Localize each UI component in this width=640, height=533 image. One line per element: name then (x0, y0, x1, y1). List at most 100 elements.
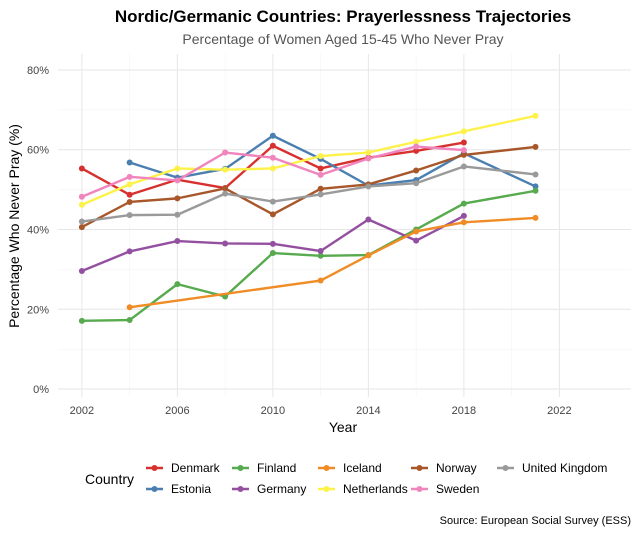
data-point-estonia (126, 159, 133, 166)
legend-key-point (151, 486, 158, 492)
data-point-finland (460, 200, 467, 207)
legend: Denmark Finland Iceland Norway United Kingdo… (146, 461, 607, 496)
data-point-iceland (413, 228, 420, 235)
data-point-united-kingdom (532, 171, 539, 178)
y-axis-ticks: 0% 20% 40% 60% 80% (27, 65, 49, 396)
data-point-netherlands (269, 165, 276, 172)
legend-label: Finland (257, 461, 296, 475)
data-point-sweden (460, 147, 467, 154)
data-point-finland (269, 250, 276, 257)
data-point-finland (174, 281, 181, 288)
data-point-united-kingdom (317, 191, 324, 198)
series-line-finland (81, 189, 536, 323)
data-point-denmark (317, 165, 324, 172)
data-point-norway (269, 211, 276, 218)
data-point-germany (413, 237, 420, 244)
series-netherlands (78, 112, 539, 208)
data-point-united-kingdom (126, 212, 133, 219)
series-line-iceland (129, 216, 536, 309)
data-point-sweden (269, 154, 276, 161)
legend-item-denmark: Denmark (146, 461, 221, 475)
series-line-netherlands (81, 114, 536, 206)
x-tick-label: 2010 (261, 405, 285, 417)
chart-title: Nordic/Germanic Countries: Prayerlessnes… (115, 7, 571, 26)
data-point-netherlands (126, 181, 133, 188)
data-point-norway (413, 167, 420, 174)
data-point-sweden (365, 155, 372, 162)
y-tick-label: 0% (33, 384, 49, 396)
legend-item-sweden: Sweden (411, 482, 479, 496)
legend-label: Germany (257, 482, 306, 496)
data-point-germany (126, 248, 133, 255)
data-point-denmark (126, 191, 133, 198)
series-united-kingdom (78, 163, 539, 225)
data-point-norway (222, 185, 229, 192)
legend-label: Sweden (436, 482, 479, 496)
data-point-germany (269, 240, 276, 247)
data-point-denmark (413, 147, 420, 154)
data-point-sweden (78, 193, 85, 200)
data-point-netherlands (317, 153, 324, 160)
data-point-finland (317, 252, 324, 259)
legend-label: Netherlands (343, 482, 408, 496)
chart-subtitle: Percentage of Women Aged 15-45 Who Never… (182, 31, 503, 47)
data-point-denmark (269, 142, 276, 149)
data-point-netherlands (174, 165, 181, 172)
x-axis-ticks: 2002 2006 2010 2014 2018 2022 (70, 405, 572, 417)
data-point-norway (460, 151, 467, 158)
y-axis-title: Percentage Who Never Pray (%) (6, 124, 22, 328)
data-point-sweden (126, 173, 133, 180)
legend-item-germany: Germany (232, 482, 306, 496)
legend-title: Country (85, 471, 134, 487)
data-point-netherlands (365, 149, 372, 156)
y-tick-label: 40% (27, 224, 49, 236)
data-point-iceland (365, 252, 372, 259)
data-point-norway (174, 195, 181, 202)
data-point-estonia (532, 183, 539, 190)
data-point-netherlands (460, 128, 467, 135)
plot-grid (58, 54, 631, 397)
data-point-united-kingdom (365, 183, 372, 190)
legend-key-point (151, 465, 158, 471)
legend-key-point (323, 486, 330, 492)
data-point-iceland (532, 214, 539, 221)
chart-caption: Source: European Social Survey (ESS) (440, 515, 631, 527)
series-germany (78, 212, 467, 274)
data-point-denmark (78, 165, 85, 172)
x-tick-label: 2002 (70, 405, 94, 417)
x-axis-title: Year (329, 419, 358, 435)
data-point-sweden (174, 177, 181, 184)
data-point-norway (532, 143, 539, 150)
legend-key-point (237, 486, 244, 492)
series-line-norway (81, 145, 536, 229)
legend-key-point (237, 465, 244, 471)
x-tick-label: 2022 (547, 405, 571, 417)
data-point-sweden (222, 149, 229, 156)
series-line-united-kingdom (81, 165, 536, 223)
data-point-united-kingdom (174, 211, 181, 218)
legend-label: Denmark (171, 461, 221, 475)
data-point-denmark (460, 139, 467, 146)
data-point-finland (532, 187, 539, 194)
plot-series (78, 112, 539, 324)
legend-label: Iceland (343, 461, 382, 475)
data-point-finland (126, 317, 133, 324)
data-point-united-kingdom (269, 198, 276, 205)
legend-label: Estonia (171, 482, 211, 496)
y-tick-label: 20% (27, 304, 49, 316)
data-point-germany (174, 238, 181, 245)
data-point-netherlands (413, 138, 420, 145)
series-norway (78, 143, 539, 231)
data-point-netherlands (78, 201, 85, 208)
data-point-estonia (269, 132, 276, 139)
data-point-netherlands (532, 112, 539, 119)
data-point-norway (78, 224, 85, 231)
data-point-united-kingdom (222, 190, 229, 197)
x-tick-label: 2014 (356, 405, 380, 417)
series-line-estonia (129, 134, 537, 188)
data-point-germany (317, 248, 324, 255)
data-point-sweden (317, 171, 324, 178)
data-point-germany (78, 267, 85, 274)
series-finland (78, 187, 539, 324)
